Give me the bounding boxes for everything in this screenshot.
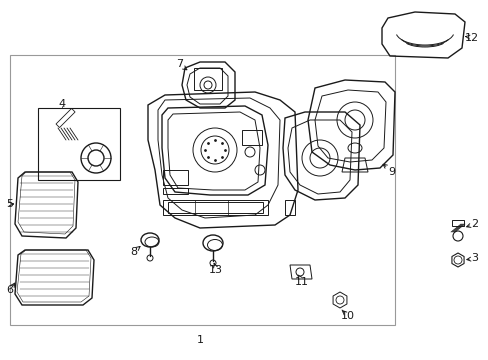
Text: 10: 10	[340, 311, 354, 321]
Bar	[163, 170, 187, 185]
Text: 3: 3	[470, 253, 478, 263]
Text: 11: 11	[294, 277, 308, 287]
Bar	[451, 220, 463, 226]
Bar	[56, 108, 75, 127]
Bar	[163, 188, 187, 194]
Bar	[194, 68, 222, 90]
Text: 1: 1	[196, 335, 203, 345]
Bar	[10, 55, 394, 325]
Text: 4: 4	[59, 99, 65, 109]
Text: 9: 9	[387, 167, 395, 177]
Text: 5: 5	[6, 199, 14, 209]
Text: 12: 12	[464, 33, 478, 43]
Text: 13: 13	[208, 265, 223, 275]
Text: 8: 8	[130, 247, 137, 257]
Bar	[242, 130, 262, 145]
Text: 7: 7	[176, 59, 183, 69]
Bar	[38, 108, 120, 180]
Text: 2: 2	[470, 219, 478, 229]
Text: 6: 6	[6, 285, 14, 295]
